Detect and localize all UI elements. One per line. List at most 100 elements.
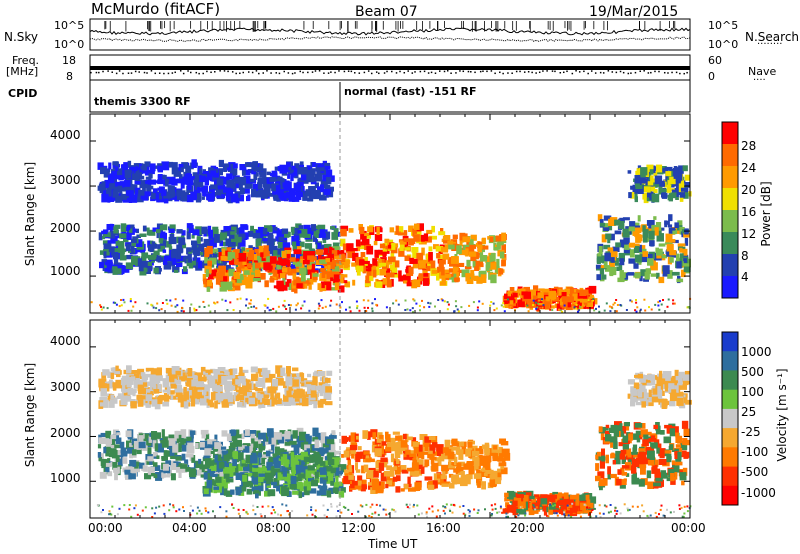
power-echo-cell bbox=[331, 232, 339, 240]
velocity-echo-cell bbox=[329, 472, 334, 481]
velocity-echo-cell bbox=[351, 453, 355, 459]
power-echo-cell bbox=[215, 189, 223, 196]
velocity-echo-cell bbox=[155, 472, 163, 481]
power-echo-cell bbox=[493, 247, 499, 251]
power-echo-cell bbox=[324, 166, 331, 170]
power-echo-cell bbox=[287, 304, 290, 306]
velocity-echo-cell bbox=[154, 400, 161, 410]
velocity-echo-cell bbox=[431, 462, 439, 472]
velocity-echo-cell bbox=[199, 464, 207, 473]
velocity-echo-cell bbox=[145, 386, 150, 391]
power-echo-cell bbox=[117, 252, 125, 258]
power-echo-cell bbox=[230, 231, 236, 235]
power-echo-cell bbox=[653, 216, 657, 220]
power-echo-cell bbox=[496, 258, 500, 267]
power-echo-cell bbox=[218, 265, 226, 275]
velocity-echo-cell bbox=[548, 504, 556, 510]
power-echo-cell bbox=[675, 227, 681, 234]
power-echo-cell bbox=[198, 181, 204, 188]
velocity-echo-cell bbox=[320, 398, 327, 405]
velocity-echo-cell bbox=[175, 392, 183, 397]
power-echo-cell bbox=[464, 266, 472, 270]
power-echo-cell bbox=[324, 162, 331, 168]
velocity-echo-cell bbox=[217, 367, 226, 376]
velocity-echo-cell bbox=[355, 469, 361, 473]
velocity-echo-cell bbox=[498, 462, 507, 467]
power-echo-cell bbox=[481, 302, 484, 305]
power-echo-cell bbox=[323, 188, 331, 196]
nave-point bbox=[486, 70, 488, 73]
power-echo-cell bbox=[502, 305, 505, 308]
power-echo-cell bbox=[311, 263, 315, 273]
velocity-echo-cell bbox=[451, 438, 458, 447]
power-echo-cell bbox=[385, 262, 390, 269]
power-echo-cell bbox=[509, 306, 512, 309]
power-echo-cell bbox=[290, 268, 297, 274]
power-echo-cell bbox=[478, 300, 481, 303]
velocity-echo-cell bbox=[378, 462, 385, 471]
velocity-echo-cell bbox=[210, 392, 218, 401]
nave-point bbox=[515, 70, 518, 73]
velocity-echo-cell bbox=[162, 436, 171, 443]
power-echo-cell bbox=[538, 288, 545, 292]
power-echo-cell bbox=[650, 273, 657, 277]
velocity-echo-cell bbox=[395, 435, 402, 441]
power-echo-cell bbox=[381, 259, 385, 264]
velocity-echo-cell bbox=[326, 439, 335, 445]
power-echo-cell bbox=[267, 234, 274, 243]
velocity-echo-cell bbox=[459, 441, 465, 447]
power-echo-cell bbox=[175, 250, 182, 260]
power-echo-cell bbox=[217, 168, 223, 176]
power-echo-cell bbox=[363, 306, 366, 309]
velocity-echo-cell bbox=[294, 477, 302, 482]
velocity-echo-cell bbox=[181, 444, 187, 452]
power-echo-cell bbox=[140, 268, 148, 272]
velocity-echo-cell bbox=[153, 389, 160, 394]
power-echo-cell bbox=[367, 264, 372, 272]
power-echo-cell bbox=[646, 227, 652, 233]
velocity-echo-cell bbox=[442, 471, 446, 478]
power-echo-cell bbox=[111, 171, 119, 180]
power-echo-cell bbox=[320, 299, 323, 302]
power-echo-cell bbox=[446, 308, 449, 311]
velocity-echo-cell bbox=[319, 477, 326, 484]
power-echo-cell bbox=[405, 266, 410, 274]
power-echo-cell bbox=[322, 172, 329, 182]
velocity-echo-cell bbox=[428, 436, 436, 440]
velocity-echo-cell bbox=[112, 462, 118, 470]
velocity-echo-cell bbox=[402, 433, 407, 440]
velocity-echo-cell bbox=[268, 456, 275, 465]
power-echo-cell bbox=[365, 275, 369, 285]
velocity-echo-cell bbox=[300, 442, 304, 449]
power-echo-cell bbox=[123, 301, 126, 304]
power-echo-cell bbox=[359, 259, 365, 266]
power-echo-cell bbox=[397, 232, 404, 236]
velocity-echo-cell bbox=[458, 451, 464, 460]
velocity-echo-cell bbox=[190, 430, 194, 439]
velocity-echo-cell bbox=[189, 395, 198, 399]
power-echo-cell bbox=[163, 194, 169, 204]
power-echo-cell bbox=[283, 240, 288, 245]
velocity-echo-cell bbox=[375, 460, 380, 469]
velocity-echo-cell bbox=[142, 465, 148, 472]
power-echo-cell bbox=[213, 234, 222, 243]
nave-point bbox=[214, 71, 216, 73]
velocity-echo-cell bbox=[130, 467, 137, 477]
power-echo-cell bbox=[388, 256, 396, 263]
nave-point bbox=[443, 70, 446, 73]
velocity-echo-cell bbox=[579, 494, 586, 501]
velocity-echo-cell bbox=[264, 474, 270, 478]
power-echo-cell bbox=[150, 303, 153, 306]
power-echo-cell bbox=[412, 298, 415, 301]
nave-point bbox=[302, 71, 304, 74]
power-echo-cell bbox=[282, 277, 286, 286]
power-echo-cell bbox=[507, 290, 511, 297]
velocity-echo-cell bbox=[195, 443, 199, 449]
power-echo-cell bbox=[445, 274, 452, 278]
power-echo-cell bbox=[273, 195, 279, 201]
velocity-echo-cell bbox=[186, 453, 194, 458]
power-echo-cell bbox=[530, 293, 536, 300]
power-echo-cell bbox=[414, 223, 420, 230]
power-echo-cell bbox=[133, 163, 141, 167]
velocity-echo-cell bbox=[183, 391, 189, 400]
